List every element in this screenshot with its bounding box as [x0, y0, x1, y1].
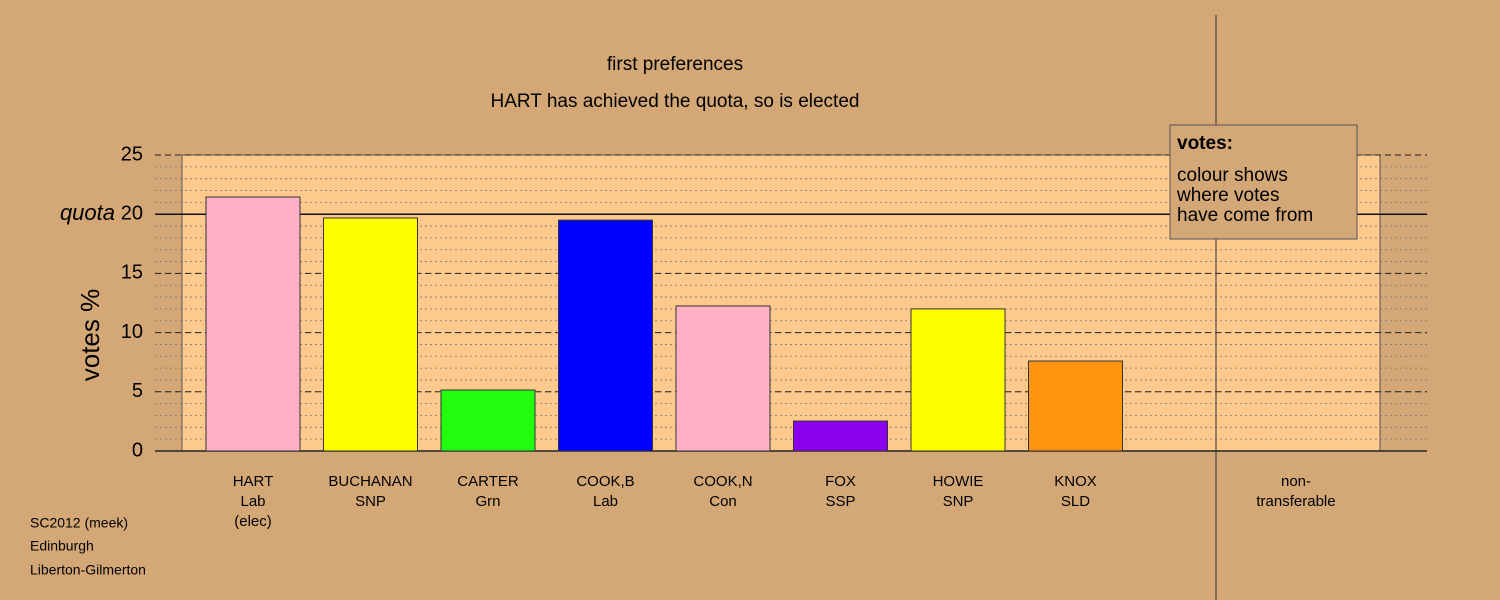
x-tick-label: KNOX [1054, 473, 1097, 490]
x-tick-label: SLD [1061, 493, 1090, 510]
legend-line: colour shows [1177, 165, 1288, 186]
bar [675, 305, 771, 452]
chart-title: first preferences [607, 54, 743, 75]
note: SC2012 (meek) [30, 515, 128, 531]
x-tick-label: HOWIE [933, 473, 984, 490]
quota-label: quota [60, 200, 115, 225]
x-tick-label: FOX [825, 473, 856, 490]
bar [440, 389, 536, 452]
chart-subtitle: HART has achieved the quota, so is elect… [491, 91, 860, 112]
x-tick-label: HART [233, 473, 274, 490]
x-tick-label: Grn [475, 493, 500, 510]
x-tick-label: non- [1281, 473, 1311, 490]
note: Edinburgh [30, 538, 94, 554]
x-tick-label: Lab [593, 493, 618, 510]
x-tick-label: SNP [355, 493, 386, 510]
x-tick-label: CARTER [457, 473, 519, 490]
bar [205, 196, 301, 452]
y-tick-label: 0 [132, 439, 143, 461]
x-tick-label: (elec) [234, 513, 272, 530]
x-tick-label: COOK,B [576, 473, 634, 490]
bar [1028, 360, 1123, 452]
y-tick-label: 10 [121, 321, 143, 343]
x-tick-label: Lab [240, 493, 265, 510]
x-tick-label: SNP [943, 493, 974, 510]
x-tick-label: Con [709, 493, 737, 510]
x-tick-label: SSP [825, 493, 855, 510]
y-tick-label: 20 [121, 202, 143, 224]
y-tick-label: 5 [132, 380, 143, 402]
legend-box [1169, 124, 1358, 240]
bar [558, 219, 653, 452]
y-axis-label: votes % [75, 289, 105, 382]
bar [910, 308, 1006, 452]
note: Liberton-Gilmerton [30, 562, 146, 578]
x-tick-label: COOK,N [693, 473, 752, 490]
legend-title: votes: [1177, 133, 1233, 154]
bar [323, 217, 418, 452]
bar [793, 420, 888, 452]
x-tick-label: BUCHANAN [328, 473, 412, 490]
x-tick-label: transferable [1256, 493, 1335, 510]
y-tick-label: 15 [121, 262, 143, 284]
legend-line: where votes [1176, 185, 1279, 206]
legend-line: have come from [1177, 205, 1313, 226]
y-tick-label: 25 [121, 143, 143, 165]
